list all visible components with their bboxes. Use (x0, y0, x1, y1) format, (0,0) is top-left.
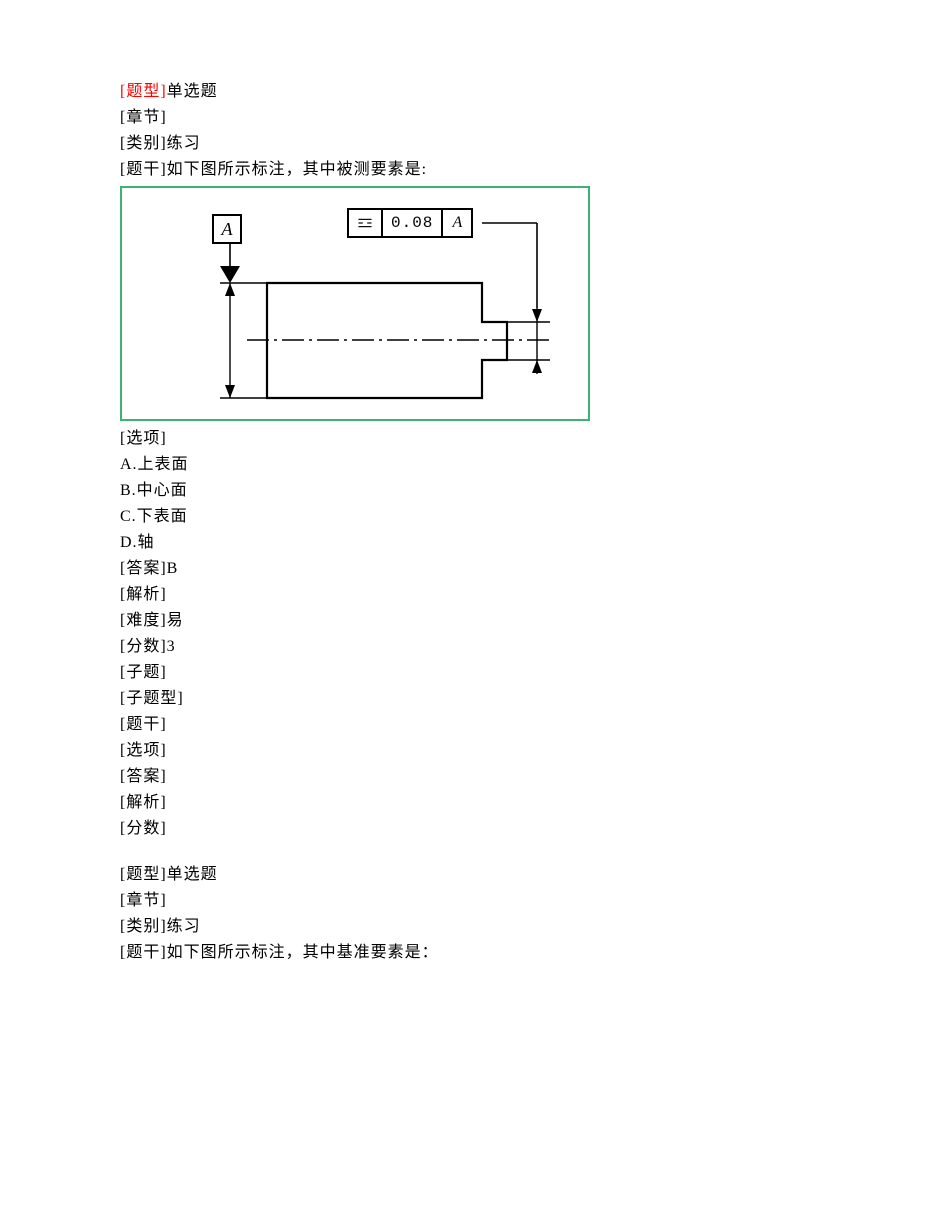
q1-answer-line: [答案]B (120, 557, 945, 581)
q1-type-line: [题型]单选题 (120, 80, 945, 104)
q1-sub-stem-line: [题干] (120, 713, 945, 737)
label-score: [分数] (120, 638, 167, 655)
label-qtype: [题型] (120, 866, 167, 883)
q1-options-label: [选项] (120, 427, 945, 451)
q2-chapter-line: [章节] (120, 889, 945, 913)
q1-score: 3 (167, 638, 176, 655)
label-category: [类别] (120, 918, 167, 935)
q1-figure: A 0.08 A (120, 186, 590, 421)
q1-stem: 如下图所示标注，其中被测要素是: (167, 161, 427, 178)
q1-analysis-line: [解析] (120, 583, 945, 607)
arrowhead-icon (225, 283, 235, 296)
label-chapter: [章节] (120, 109, 167, 126)
datum-triangle-icon (220, 266, 240, 283)
q1-option-C: C.下表面 (120, 505, 945, 529)
q1-option-D: D.轴 (120, 531, 945, 555)
label-category: [类别] (120, 135, 167, 152)
q1-difficulty: 易 (167, 612, 184, 629)
q2-qtype: 单选题 (167, 866, 218, 883)
q1-category-line: [类别]练习 (120, 132, 945, 156)
q2-category-line: [类别]练习 (120, 915, 945, 939)
q2-category: 练习 (167, 918, 201, 935)
q1-sub-score-line: [分数] (120, 817, 945, 841)
arrowhead-icon (532, 309, 542, 322)
q1-option-A: A.上表面 (120, 453, 945, 477)
q1-score-line: [分数]3 (120, 635, 945, 659)
label-answer: [答案] (120, 560, 167, 577)
label-stem: [题干] (120, 944, 167, 961)
q1-stem-line: [题干]如下图所示标注，其中被测要素是: (120, 158, 945, 182)
q1-chapter-line: [章节] (120, 106, 945, 130)
q1-option-B: B.中心面 (120, 479, 945, 503)
q1-sub-analysis-line: [解析] (120, 791, 945, 815)
arrowhead-icon (225, 385, 235, 398)
label-qtype: [题型] (120, 83, 167, 100)
q1-sub-options-line: [选项] (120, 739, 945, 763)
label-stem: [题干] (120, 161, 167, 178)
q2-type-line: [题型]单选题 (120, 863, 945, 887)
q1-difficulty-line: [难度]易 (120, 609, 945, 633)
q1-sub-answer-line: [答案] (120, 765, 945, 789)
q1-category: 练习 (167, 135, 201, 152)
label-difficulty: [难度] (120, 612, 167, 629)
q1-qtype: 单选题 (167, 83, 218, 100)
q2-stem: 如下图所示标注，其中基准要素是： (167, 944, 439, 961)
q1-subq-line: [子题] (120, 661, 945, 685)
q1-answer: B (167, 560, 179, 577)
technical-drawing (122, 188, 592, 423)
q2-stem-line: [题干]如下图所示标注，其中基准要素是： (120, 941, 945, 965)
arrowhead-icon (532, 360, 542, 373)
q1-subqtype-line: [子题型] (120, 687, 945, 711)
